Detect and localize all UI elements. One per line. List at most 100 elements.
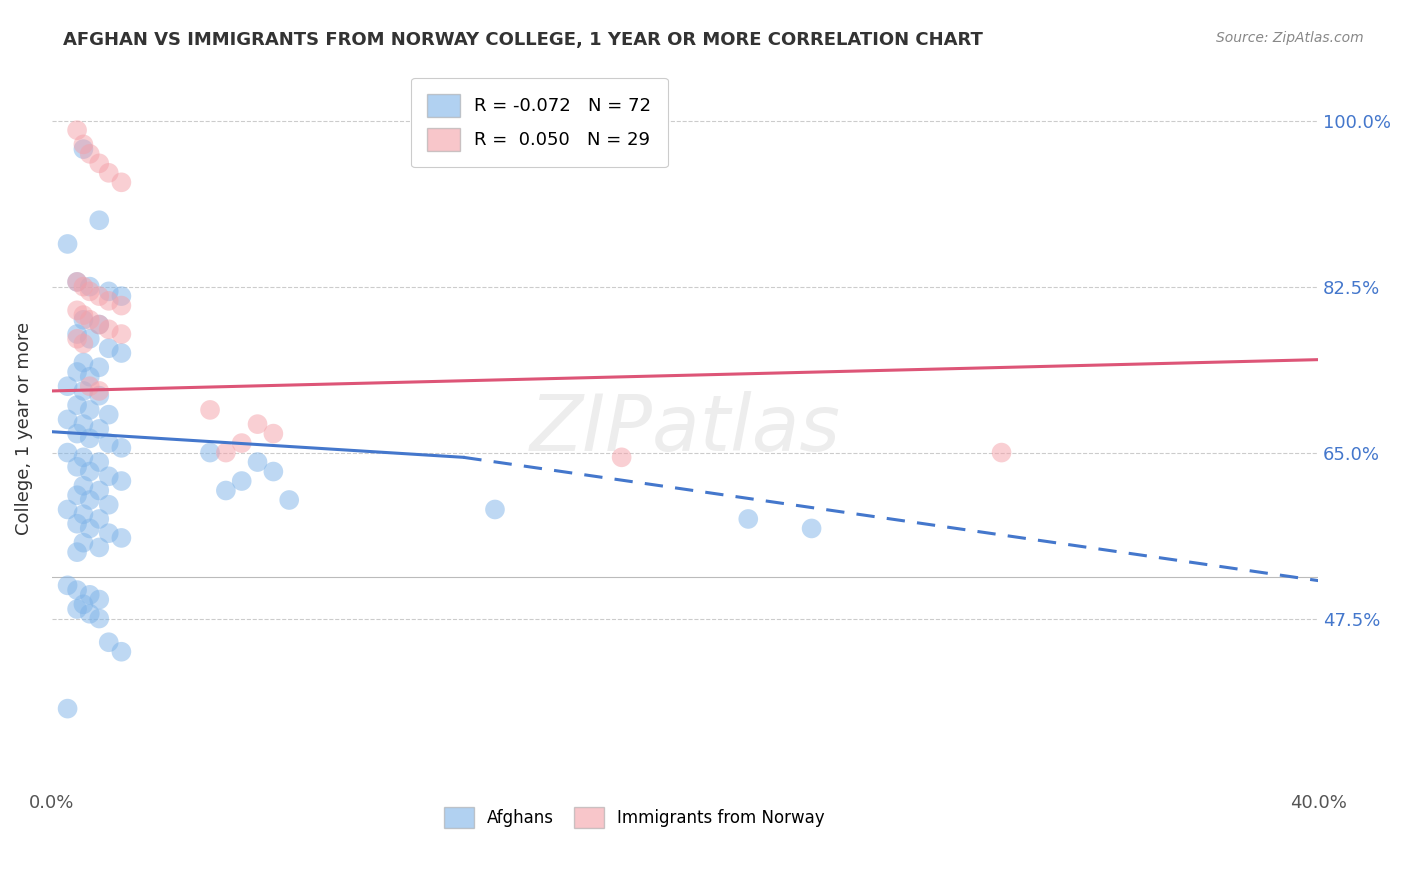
Point	[97, 635, 120, 649]
Point	[110, 289, 132, 303]
Point	[89, 384, 111, 398]
Point	[72, 417, 94, 431]
Legend: Afghans, Immigrants from Norway: Afghans, Immigrants from Norway	[437, 800, 831, 835]
Point	[262, 465, 284, 479]
Point	[66, 516, 89, 531]
Point	[97, 469, 120, 483]
Point	[97, 293, 120, 308]
Point	[72, 535, 94, 549]
Point	[72, 137, 94, 152]
Point	[89, 360, 111, 375]
Point	[231, 436, 253, 450]
Point	[72, 142, 94, 156]
Point	[278, 493, 301, 508]
Y-axis label: College, 1 year or more: College, 1 year or more	[15, 322, 32, 535]
Point	[110, 326, 132, 341]
Point	[89, 289, 111, 303]
Point	[56, 578, 79, 592]
Point	[66, 275, 89, 289]
Point	[66, 326, 89, 341]
Point	[79, 493, 101, 508]
Point	[198, 403, 221, 417]
Point	[66, 545, 89, 559]
Point	[72, 507, 94, 521]
Point	[56, 445, 79, 459]
Point	[66, 459, 89, 474]
Point	[89, 318, 111, 332]
Point	[72, 279, 94, 293]
Point	[215, 483, 238, 498]
Point	[89, 422, 111, 436]
Point	[72, 308, 94, 322]
Point	[89, 455, 111, 469]
Point	[110, 299, 132, 313]
Point	[97, 526, 120, 541]
Point	[56, 236, 79, 251]
Point	[89, 512, 111, 526]
Point	[66, 602, 89, 616]
Point	[72, 479, 94, 493]
Point	[110, 531, 132, 545]
Point	[89, 213, 111, 227]
Point	[97, 408, 120, 422]
Text: Source: ZipAtlas.com: Source: ZipAtlas.com	[1216, 31, 1364, 45]
Point	[66, 303, 89, 318]
Point	[79, 521, 101, 535]
Point	[79, 369, 101, 384]
Point	[66, 426, 89, 441]
Point	[484, 502, 506, 516]
Point	[97, 285, 120, 299]
Point	[66, 123, 89, 137]
Point	[800, 521, 823, 535]
Point	[56, 502, 79, 516]
Point	[89, 318, 111, 332]
Point	[97, 322, 120, 336]
Point	[72, 597, 94, 611]
Point	[79, 332, 101, 346]
Point	[110, 175, 132, 189]
Point	[97, 498, 120, 512]
Point	[72, 355, 94, 369]
Point	[737, 512, 759, 526]
Point	[198, 445, 221, 459]
Point	[89, 611, 111, 625]
Point	[110, 645, 132, 659]
Point	[79, 279, 101, 293]
Point	[246, 417, 269, 431]
Text: ZIPatlas: ZIPatlas	[530, 391, 841, 467]
Point	[89, 483, 111, 498]
Point	[66, 583, 89, 598]
Point	[89, 389, 111, 403]
Point	[79, 313, 101, 327]
Point	[262, 426, 284, 441]
Point	[110, 441, 132, 455]
Point	[66, 332, 89, 346]
Point	[79, 607, 101, 621]
Point	[246, 455, 269, 469]
Point	[66, 365, 89, 379]
Point	[72, 384, 94, 398]
Point	[79, 465, 101, 479]
Point	[72, 450, 94, 465]
Point	[215, 445, 238, 459]
Point	[79, 403, 101, 417]
Point	[89, 156, 111, 170]
Point	[97, 166, 120, 180]
Point	[56, 379, 79, 393]
Point	[56, 701, 79, 715]
Point	[79, 431, 101, 445]
Point	[72, 336, 94, 351]
Point	[231, 474, 253, 488]
Point	[56, 412, 79, 426]
Point	[79, 285, 101, 299]
Point	[610, 450, 633, 465]
Point	[79, 146, 101, 161]
Point	[990, 445, 1012, 459]
Point	[66, 398, 89, 412]
Point	[110, 474, 132, 488]
Point	[79, 588, 101, 602]
Point	[79, 379, 101, 393]
Point	[97, 436, 120, 450]
Point	[97, 341, 120, 355]
Point	[66, 275, 89, 289]
